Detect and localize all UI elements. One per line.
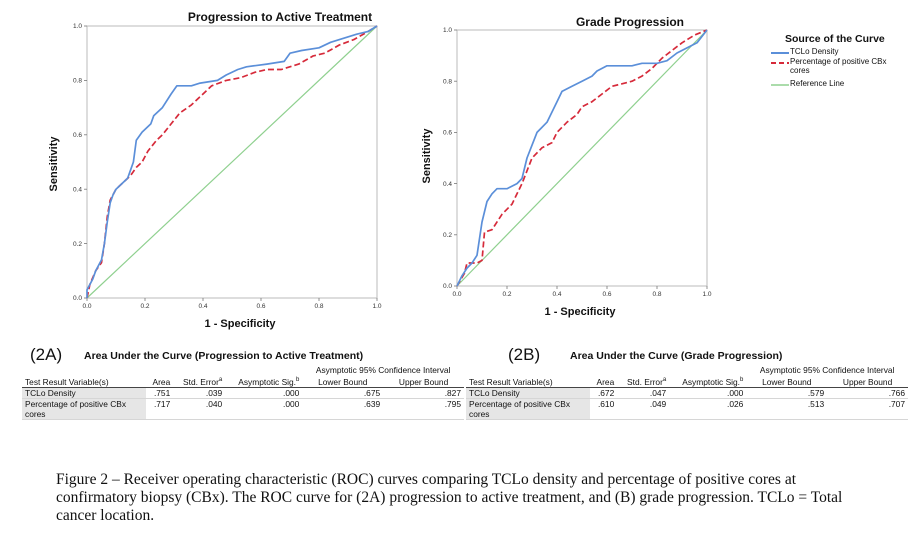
x-tick-label: 0.4 — [552, 291, 561, 298]
y-tick-label: 0.0 — [443, 283, 452, 290]
cell-area: .672 — [590, 387, 618, 399]
x-tick-label: 1.0 — [372, 303, 381, 310]
x-tick-label: 0.8 — [652, 291, 661, 298]
cell-se: .039 — [173, 387, 226, 399]
col-variable: Test Result Variable(s) — [22, 375, 146, 388]
y-tick-label: 0.8 — [73, 78, 82, 85]
y-tick-label: 0.6 — [443, 130, 452, 137]
cell-upper: .795 — [383, 398, 464, 420]
chart-b-title: Grade Progression — [575, 15, 685, 29]
table-row: TCLo Density .751 .039 .000 .675 .827 — [22, 387, 464, 399]
cell-sig: .026 — [669, 398, 747, 420]
legend-swatch-reference — [771, 84, 789, 86]
cell-upper: .827 — [383, 387, 464, 399]
cell-se: .047 — [617, 387, 670, 399]
cell-lower: .639 — [302, 398, 384, 420]
cell-sig: .000 — [225, 387, 303, 399]
cell-sig: .000 — [669, 387, 747, 399]
cell-variable: TCLo Density — [22, 387, 146, 399]
series-line-reference — [86, 25, 378, 299]
col-se: Std. Errora — [617, 375, 670, 388]
chart-a-title: Progression to Active Treatment — [187, 10, 373, 24]
cell-upper: .707 — [827, 398, 908, 420]
legend-label-reference: Reference Line — [790, 79, 845, 88]
col-se: Std. Errora — [173, 375, 226, 388]
plot-frame — [86, 25, 378, 299]
ci-header: Asymptotic 95% Confidence Interval — [759, 365, 895, 375]
y-tick-label: 0.4 — [73, 186, 82, 193]
y-tick-label: 0.6 — [73, 132, 82, 139]
x-tick-label: 0.6 — [602, 291, 611, 298]
col-lower: Lower Bound — [746, 375, 828, 388]
table-row: TCLo Density .672 .047 .000 .579 .766 — [466, 387, 908, 399]
table-row: Percentage of positive CBx cores .717 .0… — [22, 398, 464, 420]
col-lower: Lower Bound — [302, 375, 384, 388]
x-tick-label: 0.2 — [140, 303, 149, 310]
series-line-reference — [456, 29, 708, 287]
y-tick-label: 0.0 — [73, 295, 82, 302]
legend-item: TCLo Density — [770, 47, 910, 58]
cell-variable: TCLo Density — [466, 387, 590, 399]
legend-swatch-cbx — [771, 62, 789, 64]
x-tick-label: 0.0 — [82, 303, 91, 310]
y-tick-label: 0.8 — [443, 78, 452, 85]
panel-tag-2a: (2A) — [30, 345, 63, 364]
cell-area: .610 — [590, 398, 618, 420]
cell-area: .751 — [146, 387, 174, 399]
x-tick-label: 0.6 — [256, 303, 265, 310]
cell-variable: Percentage of positive CBx cores — [466, 398, 590, 420]
cell-lower: .675 — [302, 387, 384, 399]
legend: TCLo Density Percentage of positive CBx … — [770, 47, 910, 90]
chart-b-xlabel: 1 - Specificity — [544, 306, 616, 318]
table-b-title: Area Under the Curve (Grade Progression) — [570, 350, 783, 362]
cell-upper: .766 — [827, 387, 908, 399]
col-upper: Upper Bound — [827, 375, 908, 388]
col-area: Area — [590, 375, 618, 388]
cell-variable: Percentage of positive CBx cores — [22, 398, 146, 420]
series-line-tclo-density — [456, 29, 708, 287]
table-b: Asymptotic 95% Confidence Interval Test … — [466, 365, 908, 420]
x-tick-label: 1.0 — [702, 291, 711, 298]
legend-item: Reference Line — [770, 79, 910, 90]
col-sig: Asymptotic Sig.b — [669, 375, 747, 388]
y-tick-label: 0.2 — [443, 232, 452, 239]
cell-lower: .579 — [746, 387, 828, 399]
cell-se: .049 — [617, 398, 670, 420]
col-area: Area — [146, 375, 174, 388]
table-row: Percentage of positive CBx cores .610 .0… — [466, 398, 908, 420]
legend-label-cbx: Percentage of positive CBx cores — [790, 57, 887, 75]
table-a: Asymptotic 95% Confidence Interval Test … — [22, 365, 464, 420]
chart-a-xlabel: 1 - Specificity — [204, 318, 276, 330]
legend-item: Percentage of positive CBx cores — [770, 57, 910, 80]
cell-sig: .000 — [225, 398, 303, 420]
x-tick-label: 0.2 — [502, 291, 511, 298]
series-line-percentage-positive-cbx — [86, 25, 378, 299]
cell-lower: .513 — [746, 398, 828, 420]
series-line-tclo-density — [86, 25, 378, 298]
y-tick-label: 0.4 — [443, 181, 452, 188]
y-tick-label: 1.0 — [443, 27, 452, 34]
x-tick-label: 0.8 — [314, 303, 323, 310]
x-tick-label: 0.4 — [198, 303, 207, 310]
y-tick-label: 1.0 — [73, 23, 82, 30]
figure-caption: Figure 2 – Receiver operating characteri… — [56, 471, 843, 524]
legend-label-tclo: TCLo Density — [790, 47, 839, 56]
ci-header: Asymptotic 95% Confidence Interval — [315, 365, 451, 375]
chart-b-plot: 0.0 0.2 0.4 0.6 0.8 1.0 0.0 0.2 0.4 0.6 0.8 1.0 — [443, 27, 712, 298]
col-upper: Upper Bound — [383, 375, 464, 388]
y-tick-label: 0.2 — [73, 241, 82, 248]
table-a-title: Area Under the Curve (Progression to Act… — [84, 350, 364, 362]
x-tick-label: 0.0 — [452, 291, 461, 298]
cell-se: .040 — [173, 398, 226, 420]
col-variable: Test Result Variable(s) — [466, 375, 590, 388]
col-sig: Asymptotic Sig.b — [225, 375, 303, 388]
cell-area: .717 — [146, 398, 174, 420]
legend-swatch-tclo — [771, 52, 789, 54]
panel-tag-2b: (2B) — [508, 345, 541, 364]
plot-frame — [456, 29, 708, 287]
legend-title: Source of the Curve — [785, 33, 885, 45]
chart-a-plot: 0.0 0.2 0.4 0.6 0.8 1.0 0.0 0.2 0.4 0.6 0.8 1.0 — [73, 23, 382, 310]
